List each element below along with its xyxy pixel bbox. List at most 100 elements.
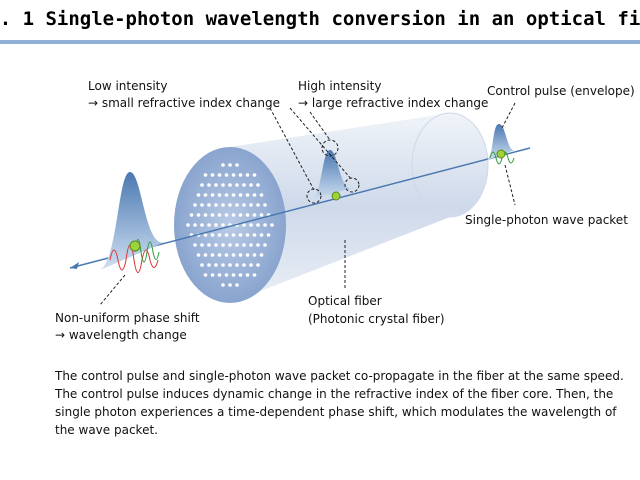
fiber-hole (196, 193, 201, 197)
fiber-hole (252, 273, 257, 277)
fiber-hole (245, 273, 250, 277)
fiber-hole (263, 223, 267, 227)
caption-line: The control pulse and single-photon wave… (54, 369, 624, 383)
fiber-hole (238, 273, 243, 277)
fiber-hole (235, 183, 239, 187)
fiber-hole (193, 223, 197, 227)
fiber-hole (200, 243, 204, 247)
pulse-middle (306, 139, 360, 204)
arrow-head (70, 262, 79, 269)
fiber-hole (249, 203, 253, 207)
fiber-hole (228, 243, 232, 247)
fiber-hole (252, 193, 257, 197)
fiber-hole (228, 203, 232, 207)
fiber-hole (214, 243, 218, 247)
label: → wavelength change (55, 328, 187, 342)
fiber-hole (238, 213, 243, 217)
fiber-hole (214, 263, 218, 267)
fiber-hole (245, 213, 250, 217)
fiber-hole (235, 263, 239, 267)
fiber-hole (231, 233, 236, 237)
fiber-hole (235, 163, 239, 167)
fiber-hole (259, 253, 264, 257)
label: → large refractive index change (298, 96, 488, 110)
fiber-hole (242, 223, 246, 227)
fiber-hole (228, 263, 232, 267)
fiber-hole (245, 253, 250, 257)
fiber-hole (231, 253, 236, 257)
fiber-hole (224, 253, 229, 257)
fiber-hole (193, 203, 197, 207)
fiber-hole (231, 173, 236, 177)
fiber-hole (210, 253, 215, 257)
fiber-hole (256, 243, 260, 247)
fiber-hole (259, 233, 264, 237)
fiber-hole (245, 173, 250, 177)
fiber-hole (252, 213, 257, 217)
fiber-hole (186, 223, 190, 227)
fiber-hole (210, 233, 215, 237)
fiber-hole (252, 233, 257, 237)
fiber-hole (228, 183, 232, 187)
fiber-hole (221, 263, 225, 267)
fiber-hole (189, 213, 194, 217)
fiber-hole (245, 193, 250, 197)
label: High intensity (298, 79, 381, 93)
fiber-hole (207, 183, 211, 187)
fiber-hole (224, 193, 229, 197)
fiber-hole (249, 263, 253, 267)
fiber-hole (231, 213, 236, 217)
fiber-hole (263, 243, 267, 247)
fiber-hole (193, 243, 197, 247)
fiber-hole (224, 273, 229, 277)
fiber-hole (238, 253, 243, 257)
fiber-hole (224, 213, 229, 217)
fiber-hole (200, 223, 204, 227)
fiber-hole (231, 193, 236, 197)
fiber-hole (221, 223, 225, 227)
caption-line: single photon experiences a time-depende… (55, 405, 617, 419)
fiber-hole (259, 193, 264, 197)
caption-line: The control pulse induces dynamic change… (54, 387, 613, 401)
fiber-hole (203, 193, 208, 197)
label: Single-photon wave packet (465, 213, 628, 227)
fiber-hole (231, 273, 236, 277)
fiber-hole (238, 233, 243, 237)
fiber-hole (263, 203, 267, 207)
fiber-hole (266, 233, 271, 237)
fiber-hole (245, 233, 250, 237)
fiber-hole (203, 233, 208, 237)
fiber-hole (214, 183, 218, 187)
fiber-hole (256, 203, 260, 207)
fiber-hole (217, 173, 222, 177)
fiber-hole (252, 173, 257, 177)
fiber-hole (221, 243, 225, 247)
fiber-hole (224, 173, 229, 177)
fiber-hole (217, 253, 222, 257)
label: Optical fiber (308, 294, 382, 308)
fiber-hole (210, 193, 215, 197)
fiber-hole (203, 273, 208, 277)
fiber-hole (207, 223, 211, 227)
fiber-hole (270, 223, 274, 227)
fiber-hole (210, 273, 215, 277)
fiber-hole (221, 203, 225, 207)
label: Low intensity (88, 79, 167, 93)
fiber-hole (200, 183, 204, 187)
fiber-hole (207, 263, 211, 267)
fiber-hole (196, 253, 201, 257)
fiber-hole (249, 243, 253, 247)
fiber-hole (200, 263, 204, 267)
fiber-hole (256, 263, 260, 267)
fiber-hole (238, 193, 243, 197)
fiber-hole (221, 183, 225, 187)
fiber-hole (203, 253, 208, 257)
label: → small refractive index change (88, 96, 280, 110)
fiber-hole (217, 193, 222, 197)
fiber-hole (249, 223, 253, 227)
fiber-hole (259, 213, 264, 217)
fiber-hole (249, 183, 253, 187)
pulse-left (100, 172, 165, 273)
label: Control pulse (envelope) (487, 84, 635, 98)
